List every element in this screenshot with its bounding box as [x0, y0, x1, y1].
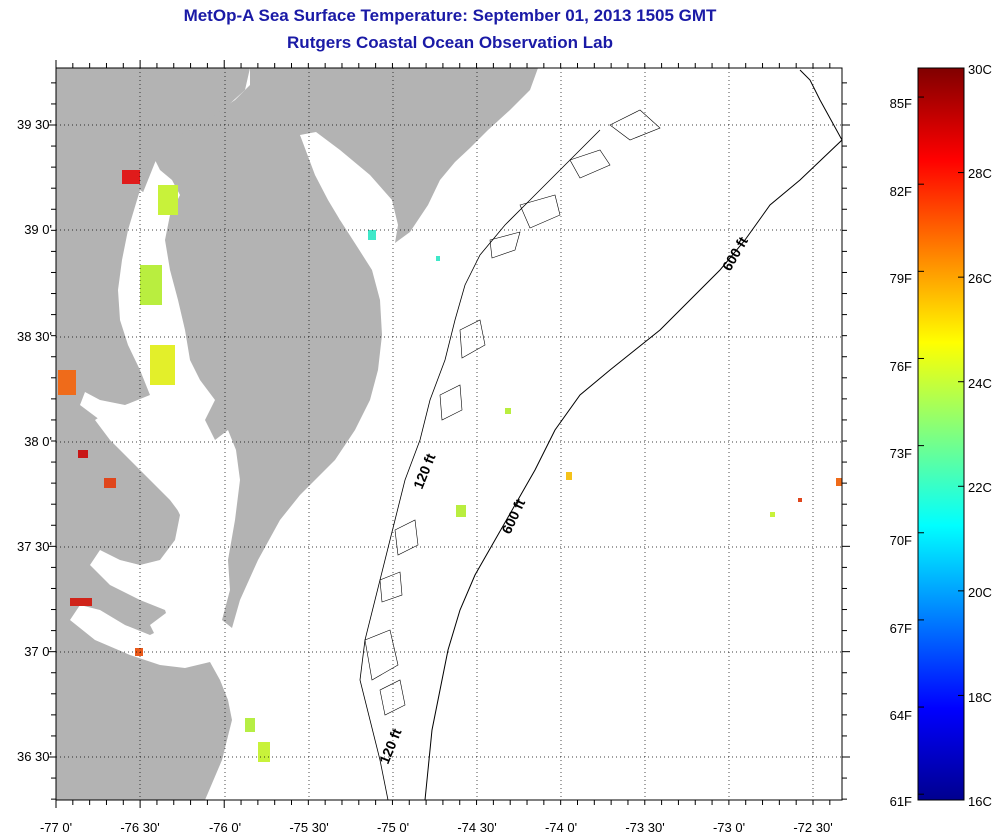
lon-label: -75 30' [289, 820, 328, 835]
colorbar-f-label: 73F [890, 446, 912, 461]
contour-120ft-shoals [364, 109, 661, 716]
lat-label: 38 0' [24, 434, 52, 449]
colorbar-c-label: 26C [968, 271, 992, 286]
colorbar-f-label: 61F [890, 794, 912, 809]
colorbar-c-label: 30C [968, 62, 992, 77]
sst-pixels [58, 170, 842, 762]
colorbar-c-label: 16C [968, 794, 992, 809]
colorbar-c-label: 28C [968, 166, 992, 181]
land-western-shore [56, 68, 250, 800]
colorbar-gradient [917, 67, 965, 801]
lon-label: -76 30' [120, 820, 159, 835]
lon-label: -74 0' [545, 820, 577, 835]
lat-label: 39 30' [17, 117, 52, 132]
colorbar-f-label: 67F [890, 621, 912, 636]
axis-ticks [48, 60, 850, 808]
lon-label: -73 30' [625, 820, 664, 835]
lon-label: -76 0' [209, 820, 241, 835]
colorbar-c-label: 22C [968, 480, 992, 495]
colorbar-f-label: 82F [890, 184, 912, 199]
colorbar: 85F 82F 79F 76F 73F 70F 67F 64F 61F 30C … [890, 62, 992, 809]
lat-label: 37 30' [17, 539, 52, 554]
colorbar-f-label: 76F [890, 359, 912, 374]
longitude-labels: -77 0' -76 30' -76 0' -75 30' -75 0' -74… [40, 820, 833, 835]
lat-label: 38 30' [17, 329, 52, 344]
colorbar-c-label: 20C [968, 585, 992, 600]
contour-120ft-line [359, 129, 601, 800]
lat-label: 37 0' [24, 644, 52, 659]
lon-label: -73 0' [713, 820, 745, 835]
lat-label: 36 30' [17, 749, 52, 764]
latitude-labels: 39 30' 39 0' 38 30' 38 0' 37 30' 37 0' 3… [17, 117, 52, 764]
map-subtitle: Rutgers Coastal Ocean Observation Lab [287, 33, 613, 52]
colorbar-c-label: 18C [968, 690, 992, 705]
colorbar-f-label: 64F [890, 708, 912, 723]
colorbar-f-label: 79F [890, 271, 912, 286]
colorbar-c-label: 24C [968, 376, 992, 391]
lon-label: -77 0' [40, 820, 72, 835]
map-frame [55, 67, 843, 801]
colorbar-ticks [918, 67, 964, 801]
lon-label: -72 30' [793, 820, 832, 835]
colorbar-f-label: 70F [890, 533, 912, 548]
contour-600ft-line [424, 69, 842, 800]
graticule [56, 68, 842, 800]
chesapeake-bay [95, 190, 222, 655]
lat-label: 39 0' [24, 222, 52, 237]
delaware-bay [300, 135, 392, 240]
map-title: MetOp-A Sea Surface Temperature: Septemb… [183, 6, 717, 25]
colorbar-f-label: 85F [890, 96, 912, 111]
lon-label: -75 0' [377, 820, 409, 835]
lon-label: -74 30' [457, 820, 496, 835]
